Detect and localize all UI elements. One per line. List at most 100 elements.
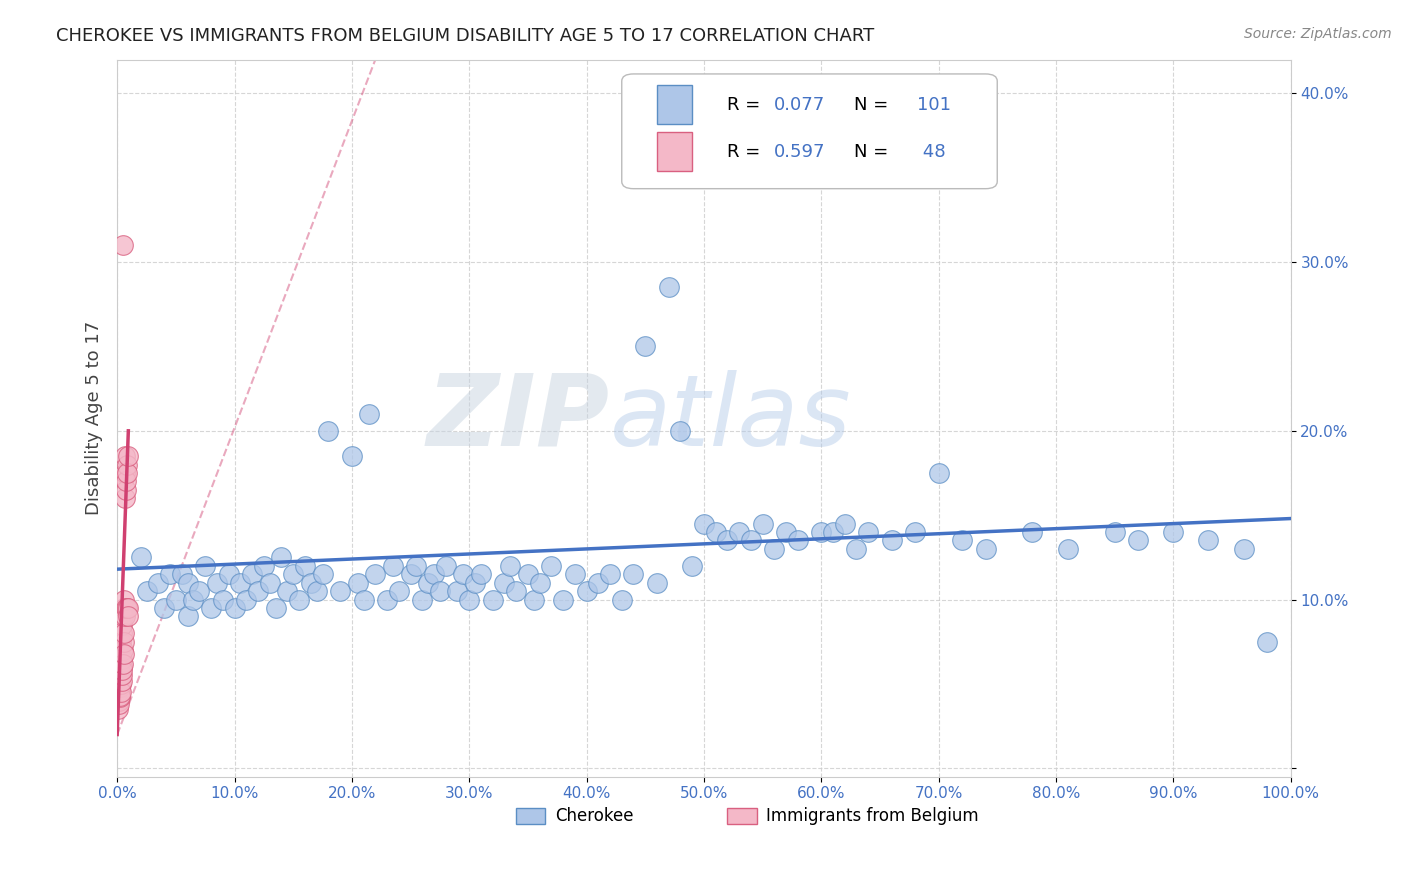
Text: 0.077: 0.077	[775, 95, 825, 113]
Point	[399, 567, 422, 582]
Y-axis label: Disability Age 5 to 17: Disability Age 5 to 17	[86, 321, 103, 516]
Point	[112, 238, 135, 252]
Point	[810, 524, 832, 539]
Point	[880, 533, 903, 548]
Point	[114, 449, 136, 463]
Point	[1104, 524, 1126, 539]
Point	[288, 592, 311, 607]
Point	[111, 626, 134, 640]
Point	[353, 592, 375, 607]
Point	[110, 685, 132, 699]
Point	[904, 524, 927, 539]
Text: Cherokee: Cherokee	[555, 807, 633, 825]
Point	[108, 697, 131, 711]
Point	[108, 660, 131, 674]
Text: CHEROKEE VS IMMIGRANTS FROM BELGIUM DISABILITY AGE 5 TO 17 CORRELATION CHART: CHEROKEE VS IMMIGRANTS FROM BELGIUM DISA…	[56, 27, 875, 45]
Text: 101: 101	[918, 95, 952, 113]
Point	[470, 567, 492, 582]
Point	[235, 592, 257, 607]
Point	[681, 558, 703, 573]
Point	[388, 584, 411, 599]
Point	[311, 567, 333, 582]
Point	[115, 458, 138, 472]
Point	[516, 567, 538, 582]
Point	[110, 634, 132, 648]
Point	[148, 575, 170, 590]
Point	[112, 601, 135, 615]
Text: N =: N =	[853, 95, 894, 113]
Point	[1021, 524, 1043, 539]
Point	[359, 407, 381, 421]
Text: 0.597: 0.597	[775, 143, 825, 161]
Point	[114, 601, 136, 615]
Point	[112, 609, 135, 624]
Point	[364, 567, 387, 582]
Point	[434, 558, 457, 573]
Text: Immigrants from Belgium: Immigrants from Belgium	[766, 807, 979, 825]
Point	[264, 601, 287, 615]
Point	[423, 567, 446, 582]
Point	[453, 567, 475, 582]
Point	[211, 592, 233, 607]
Point	[188, 584, 211, 599]
Point	[540, 558, 562, 573]
Point	[856, 524, 879, 539]
Point	[775, 524, 797, 539]
Point	[974, 541, 997, 556]
Point	[446, 584, 468, 599]
FancyBboxPatch shape	[657, 132, 692, 171]
Point	[458, 592, 481, 607]
Point	[159, 567, 181, 582]
Text: R =: R =	[727, 143, 766, 161]
Point	[381, 558, 404, 573]
Point	[153, 601, 176, 615]
Point	[763, 541, 786, 556]
Point	[108, 685, 131, 699]
Point	[111, 673, 134, 688]
Point	[658, 280, 681, 294]
Point	[704, 524, 727, 539]
Point	[112, 634, 135, 648]
Point	[108, 694, 131, 708]
Text: ZIP: ZIP	[427, 369, 610, 467]
Point	[107, 702, 129, 716]
Point	[599, 567, 621, 582]
Point	[107, 677, 129, 691]
Point	[346, 575, 368, 590]
Point	[845, 541, 868, 556]
Point	[115, 483, 138, 497]
Point	[693, 516, 716, 531]
Point	[114, 491, 136, 506]
Point	[634, 339, 657, 353]
Point	[786, 533, 808, 548]
Point	[505, 584, 527, 599]
Point	[110, 677, 132, 691]
Point	[523, 592, 546, 607]
Point	[111, 651, 134, 665]
Point	[115, 466, 138, 480]
Point	[1161, 524, 1184, 539]
Point	[240, 567, 263, 582]
Point	[588, 575, 610, 590]
Point	[950, 533, 973, 548]
Point	[135, 584, 157, 599]
Point	[111, 660, 134, 674]
Point	[117, 609, 139, 624]
Point	[112, 592, 135, 607]
FancyBboxPatch shape	[621, 74, 997, 189]
Point	[340, 449, 363, 463]
Point	[294, 558, 316, 573]
Point	[114, 466, 136, 480]
Point	[623, 567, 645, 582]
FancyBboxPatch shape	[516, 808, 546, 824]
Point	[405, 558, 427, 573]
Point	[564, 567, 586, 582]
Point	[551, 592, 574, 607]
Point	[751, 516, 773, 531]
Point	[108, 690, 131, 705]
Point	[112, 626, 135, 640]
Point	[229, 575, 252, 590]
Point	[375, 592, 398, 607]
Point	[205, 575, 228, 590]
Point	[111, 668, 134, 682]
